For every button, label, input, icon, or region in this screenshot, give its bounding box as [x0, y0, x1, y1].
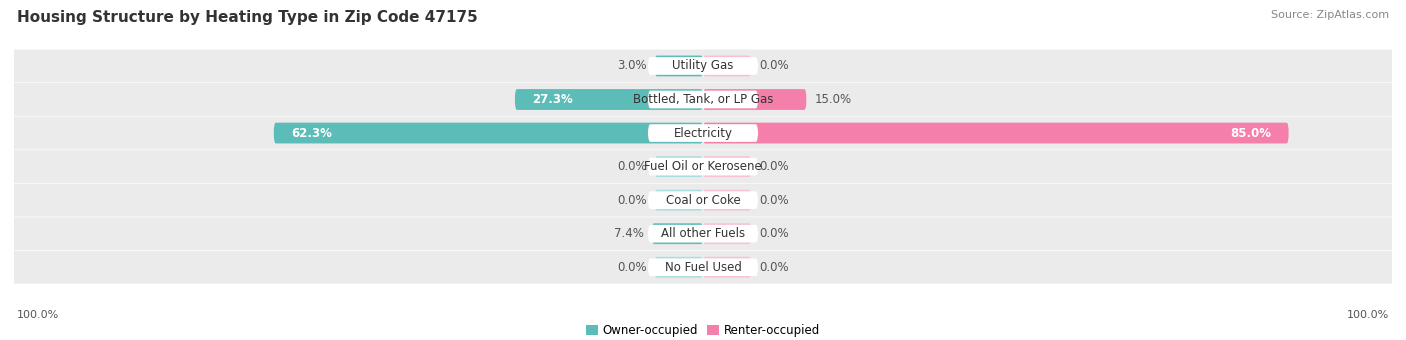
FancyBboxPatch shape: [655, 257, 703, 278]
FancyBboxPatch shape: [655, 156, 703, 177]
Text: 100.0%: 100.0%: [17, 310, 59, 320]
FancyBboxPatch shape: [0, 251, 1406, 284]
FancyBboxPatch shape: [703, 55, 751, 76]
Text: 100.0%: 100.0%: [1347, 310, 1389, 320]
Legend: Owner-occupied, Renter-occupied: Owner-occupied, Renter-occupied: [581, 319, 825, 340]
FancyBboxPatch shape: [0, 217, 1406, 250]
Text: Fuel Oil or Kerosene: Fuel Oil or Kerosene: [644, 160, 762, 173]
Text: No Fuel Used: No Fuel Used: [665, 261, 741, 274]
FancyBboxPatch shape: [648, 158, 758, 175]
Text: 85.0%: 85.0%: [1230, 126, 1271, 139]
Text: 27.3%: 27.3%: [531, 93, 572, 106]
Text: Utility Gas: Utility Gas: [672, 59, 734, 72]
Text: Bottled, Tank, or LP Gas: Bottled, Tank, or LP Gas: [633, 93, 773, 106]
Text: 0.0%: 0.0%: [759, 194, 789, 207]
FancyBboxPatch shape: [655, 190, 703, 210]
FancyBboxPatch shape: [648, 124, 758, 142]
FancyBboxPatch shape: [655, 55, 703, 76]
FancyBboxPatch shape: [648, 57, 758, 75]
FancyBboxPatch shape: [648, 91, 758, 108]
FancyBboxPatch shape: [652, 223, 703, 244]
Text: 7.4%: 7.4%: [614, 227, 644, 240]
Text: Source: ZipAtlas.com: Source: ZipAtlas.com: [1271, 10, 1389, 20]
FancyBboxPatch shape: [0, 83, 1406, 116]
Text: Electricity: Electricity: [673, 126, 733, 139]
Text: 62.3%: 62.3%: [291, 126, 332, 139]
FancyBboxPatch shape: [515, 89, 703, 110]
FancyBboxPatch shape: [0, 150, 1406, 183]
FancyBboxPatch shape: [0, 50, 1406, 82]
Text: 0.0%: 0.0%: [759, 261, 789, 274]
Text: Housing Structure by Heating Type in Zip Code 47175: Housing Structure by Heating Type in Zip…: [17, 10, 478, 25]
FancyBboxPatch shape: [703, 223, 751, 244]
FancyBboxPatch shape: [648, 258, 758, 276]
FancyBboxPatch shape: [703, 257, 751, 278]
FancyBboxPatch shape: [648, 191, 758, 209]
FancyBboxPatch shape: [648, 225, 758, 242]
Text: All other Fuels: All other Fuels: [661, 227, 745, 240]
Text: 0.0%: 0.0%: [759, 160, 789, 173]
FancyBboxPatch shape: [0, 117, 1406, 150]
Text: 0.0%: 0.0%: [759, 227, 789, 240]
FancyBboxPatch shape: [703, 89, 807, 110]
FancyBboxPatch shape: [0, 184, 1406, 217]
Text: 15.0%: 15.0%: [814, 93, 852, 106]
FancyBboxPatch shape: [703, 190, 751, 210]
Text: 0.0%: 0.0%: [617, 194, 647, 207]
Text: 0.0%: 0.0%: [617, 160, 647, 173]
Text: 0.0%: 0.0%: [759, 59, 789, 72]
FancyBboxPatch shape: [274, 123, 703, 143]
FancyBboxPatch shape: [703, 123, 1289, 143]
Text: Coal or Coke: Coal or Coke: [665, 194, 741, 207]
FancyBboxPatch shape: [703, 156, 751, 177]
Text: 0.0%: 0.0%: [617, 261, 647, 274]
Text: 3.0%: 3.0%: [617, 59, 647, 72]
